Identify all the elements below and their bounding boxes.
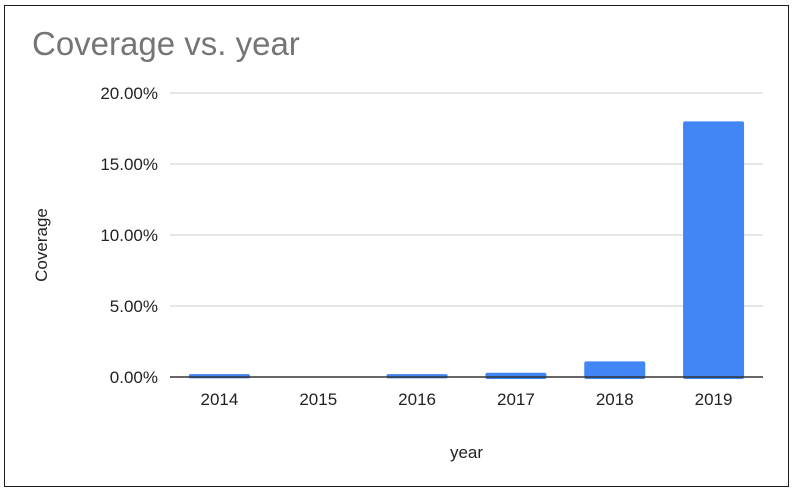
x-tick-label: 2016 [398, 390, 436, 409]
y-tick-label: 10.00% [100, 226, 158, 245]
gridlines [170, 92, 763, 307]
bars [188, 121, 745, 380]
x-tick-label: 2019 [695, 390, 733, 409]
y-tick-label: 0.00% [110, 368, 158, 387]
x-tick-label: 2017 [497, 390, 535, 409]
x-tick-label: 2018 [596, 390, 634, 409]
y-tick-label: 5.00% [110, 297, 158, 316]
x-axis-tick-labels: 2014 2015 2016 2017 2018 2019 [201, 390, 733, 409]
bar-2018 [584, 361, 646, 379]
chart-title: Coverage vs. year [32, 25, 300, 62]
x-tick-label: 2015 [299, 390, 337, 409]
chart-frame [4, 5, 789, 487]
y-axis-title: Coverage [32, 208, 51, 282]
x-axis-title: year [450, 443, 483, 462]
y-tick-label: 15.00% [100, 155, 158, 174]
y-axis-tick-labels: 0.00% 5.00% 10.00% 15.00% 20.00% [100, 84, 158, 387]
bar-2017 [485, 372, 547, 379]
bar-2019 [683, 121, 745, 380]
y-tick-label: 20.00% [100, 84, 158, 103]
x-tick-label: 2014 [201, 390, 239, 409]
